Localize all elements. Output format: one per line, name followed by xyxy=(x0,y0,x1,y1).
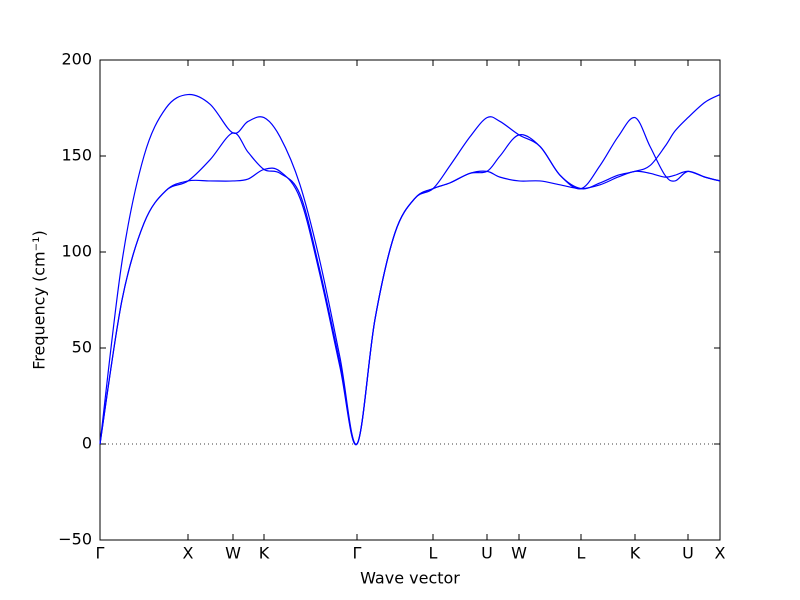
y-tick-label: 100 xyxy=(61,242,92,261)
x-axis-label: Wave vector xyxy=(360,569,460,588)
x-tick-label: U xyxy=(481,544,493,563)
x-tick-label: K xyxy=(259,544,270,563)
y-tick-label: 50 xyxy=(72,338,92,357)
x-tick-label: U xyxy=(682,544,694,563)
x-tick-label: Γ xyxy=(96,544,105,563)
band-line xyxy=(99,94,721,445)
y-tick-label: 200 xyxy=(61,50,92,69)
y-tick-label: 0 xyxy=(82,434,92,453)
x-tick-label: L xyxy=(429,544,438,563)
y-tick-label: 150 xyxy=(61,146,92,165)
x-tick-label: X xyxy=(715,544,726,563)
x-tick-label: K xyxy=(630,544,641,563)
x-tick-label: Γ xyxy=(353,544,362,563)
y-tick-label: −50 xyxy=(58,530,92,549)
band-line xyxy=(99,93,721,445)
y-axis-label: Frequency (cm⁻¹) xyxy=(30,230,49,369)
plot-frame xyxy=(99,59,721,541)
x-tick-label: W xyxy=(511,544,527,563)
x-tick-label: X xyxy=(183,544,194,563)
x-tick-label: L xyxy=(577,544,586,563)
x-tick-label: W xyxy=(225,544,241,563)
band-line xyxy=(99,167,721,446)
